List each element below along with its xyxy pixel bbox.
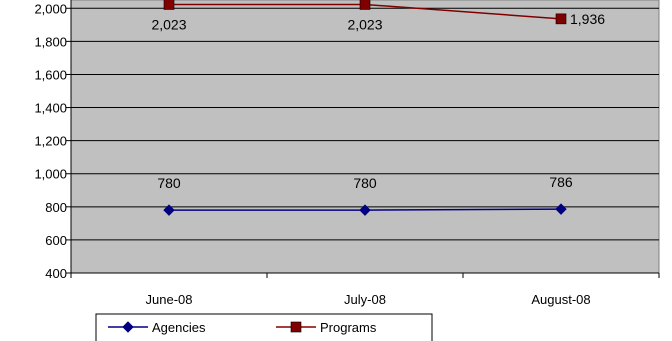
programs-point bbox=[163, 0, 175, 10]
axes bbox=[70, 0, 659, 274]
x-tick-label: July-08 bbox=[344, 292, 386, 307]
series-group: 780 780 786 2,023 2,023 1,936 bbox=[151, 0, 605, 216]
legend-box bbox=[95, 313, 433, 341]
programs-data-label: 2,023 bbox=[347, 16, 382, 32]
y-tick-label: 400 bbox=[45, 266, 67, 281]
x-tick-label: August-08 bbox=[531, 292, 590, 307]
programs-data-label: 2,023 bbox=[151, 16, 186, 32]
agencies-point bbox=[163, 204, 175, 216]
x-tick-label: June-08 bbox=[146, 292, 193, 307]
agencies-data-label: 780 bbox=[157, 175, 181, 191]
plot-area bbox=[70, 0, 660, 274]
legend: Agencies Programs bbox=[95, 313, 433, 341]
y-tick-label: 1,400 bbox=[34, 101, 67, 116]
agencies-point bbox=[555, 203, 567, 215]
programs-point bbox=[555, 13, 567, 25]
agencies-data-label: 786 bbox=[549, 174, 573, 190]
y-tick-label: 1,800 bbox=[34, 34, 67, 49]
y-tick-label: 600 bbox=[45, 233, 67, 248]
y-tick-label: 2,000 bbox=[34, 1, 67, 16]
agencies-point bbox=[359, 204, 371, 216]
agencies-data-label: 780 bbox=[353, 175, 377, 191]
legend-label-agencies: Agencies bbox=[152, 320, 206, 335]
y-tick-label: 1,000 bbox=[34, 167, 67, 182]
y-tick-label: 1,600 bbox=[34, 67, 67, 82]
legend-marker-agencies bbox=[122, 321, 134, 333]
series-programs: 2,023 2,023 1,936 bbox=[151, 0, 605, 32]
x-axis-ticks: June-08 July-08 August-08 bbox=[70, 273, 660, 307]
programs-data-label: 1,936 bbox=[570, 11, 605, 27]
legend-label-programs: Programs bbox=[320, 320, 377, 335]
y-tick-label: 1,200 bbox=[34, 134, 67, 149]
series-agencies: 780 780 786 bbox=[157, 174, 573, 216]
y-tick-label: 800 bbox=[45, 200, 67, 215]
legend-marker-programs bbox=[290, 321, 302, 333]
programs-point bbox=[359, 0, 371, 10]
y-axis-ticks: 400 600 800 1,000 1,200 1,400 1,600 1,800 2,000 bbox=[34, 1, 71, 281]
